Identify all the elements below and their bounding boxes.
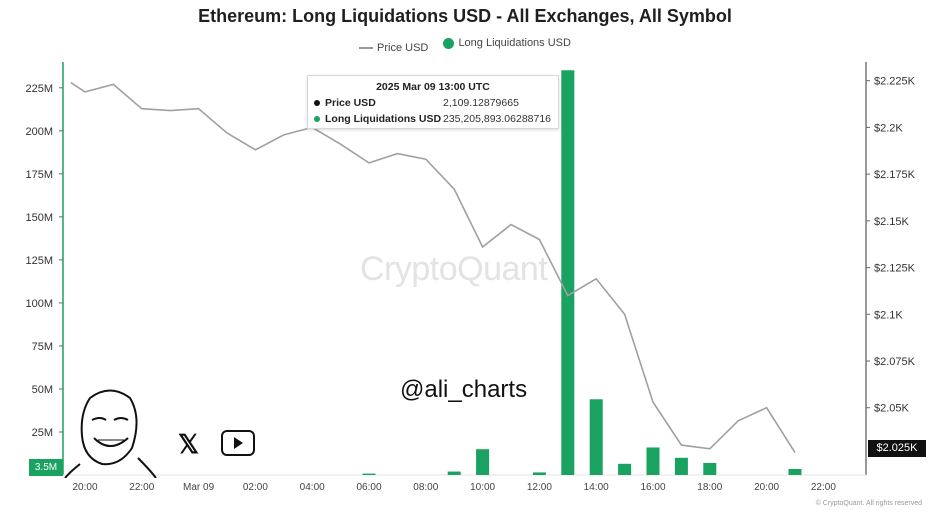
youtube-icon[interactable] <box>220 430 255 456</box>
tooltip-dot-price <box>314 100 320 106</box>
legend-line-swatch <box>359 46 374 49</box>
liquidation-bar <box>532 472 546 475</box>
x-axis-tick-label: 14:00 <box>584 482 609 493</box>
last-price-badge: $2.025K <box>868 440 926 457</box>
x-icon[interactable]: 𝕏 <box>178 429 199 459</box>
chart-title: Ethereum: Long Liquidations USD - All Ex… <box>198 6 732 26</box>
left-axis-tick-label: 175M <box>25 169 53 181</box>
tooltip-label-price: Price USD <box>325 97 376 109</box>
author-handle: @ali_charts <box>400 376 527 404</box>
left-axis-tick-label: 200M <box>25 126 53 138</box>
tooltip-value-price: 2,109.12879665 <box>443 97 519 109</box>
x-axis-tick-label: 06:00 <box>356 482 381 493</box>
right-axis-tick-label: $2.175K <box>874 169 916 181</box>
chart-tooltip: 2025 Mar 09 13:00 UTC Price USD 2,109.12… <box>307 75 559 129</box>
liquidation-bar <box>618 463 632 475</box>
social-icons: 𝕏 <box>178 430 255 458</box>
tooltip-label-liq: Long Liquidations USD <box>325 113 442 125</box>
x-axis-tick-label: 16:00 <box>640 482 665 493</box>
x-axis-tick-label: 02:00 <box>243 482 268 493</box>
left-axis-tick-label: 125M <box>25 255 53 267</box>
left-axis-tick-label: 100M <box>25 298 53 310</box>
tooltip-date: 2025 Mar 09 13:00 UTC <box>376 81 490 93</box>
copyright: © CryptoQuant. All rights reserved <box>815 500 922 507</box>
right-axis-tick-label: $2.075K <box>874 356 916 368</box>
left-axis-tick-label: 75M <box>32 341 53 353</box>
x-axis-tick-label: 20:00 <box>72 482 97 493</box>
left-axis-tick-label: 25M <box>32 427 53 439</box>
legend-item-price[interactable]: Price USD <box>359 42 428 54</box>
right-axis-tick-label: $2.15K <box>874 216 910 228</box>
meme-face-avatar <box>64 389 157 478</box>
right-axis-tick-label: $2.05K <box>874 403 910 415</box>
liquidation-bar <box>476 449 490 475</box>
liquidation-bar <box>646 447 660 475</box>
watermark: CryptoQuant <box>360 250 548 288</box>
liquidation-bar <box>447 471 461 475</box>
tooltip-dot-liq <box>314 116 320 122</box>
x-axis-tick-label: Mar 09 <box>183 482 215 493</box>
x-axis-tick-label: 08:00 <box>413 482 438 493</box>
right-axis-tick-label: $2.2K <box>874 122 903 134</box>
x-axis-tick-label: 18:00 <box>697 482 722 493</box>
liquidation-bar <box>788 468 802 475</box>
legend-item-liquidations[interactable]: Long Liquidations USD <box>443 37 571 49</box>
left-axis-tick-label: 150M <box>25 212 53 224</box>
left-axis-min-badge: 3.5M <box>29 459 63 476</box>
x-axis-tick-label: 12:00 <box>527 482 552 493</box>
x-axis-tick-label: 20:00 <box>754 482 779 493</box>
x-axis-tick-label: 10:00 <box>470 482 495 493</box>
x-axis-tick-label: 04:00 <box>300 482 325 493</box>
legend-label-price: Price USD <box>377 41 429 54</box>
x-axis-tick-label: 22:00 <box>129 482 154 493</box>
right-axis-tick-label: $2.225K <box>874 76 916 88</box>
legend-dot-swatch <box>443 37 455 49</box>
x-axis-tick-label: 22:00 <box>811 482 836 493</box>
left-axis-tick-label: 50M <box>32 384 53 396</box>
liquidation-bar <box>589 399 603 475</box>
liquidation-bar <box>561 70 575 475</box>
right-axis-tick-label: $2.1K <box>874 309 903 321</box>
liquidation-bar <box>362 473 376 475</box>
liquidation-bar <box>674 457 688 475</box>
author-handle-text: @ali_charts <box>400 376 528 403</box>
chart-legend: Price USD Long Liquidations USD <box>0 37 930 54</box>
left-axis-tick-label: 225M <box>25 83 53 95</box>
tooltip-value-liq: 235,205,893.06288716 <box>443 113 552 125</box>
price-line <box>70 81 796 454</box>
right-axis-tick-label: $2.125K <box>874 263 916 275</box>
legend-label-liquidations: Long Liquidations USD <box>458 37 571 49</box>
tooltip-row-liq: Long Liquidations USD 235,205,893.062887… <box>308 113 558 125</box>
liquidation-bar <box>703 462 717 475</box>
tooltip-row-price: Price USD 2,109.12879665 <box>308 97 558 109</box>
